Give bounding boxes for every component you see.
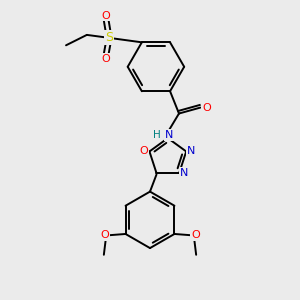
Text: O: O	[191, 230, 200, 240]
Text: O: O	[102, 54, 110, 64]
Text: N: N	[188, 146, 196, 157]
Text: O: O	[100, 230, 109, 240]
Text: N: N	[165, 130, 174, 140]
Text: O: O	[140, 146, 148, 157]
Text: N: N	[180, 168, 189, 178]
Text: H: H	[153, 130, 161, 140]
Text: O: O	[202, 103, 211, 112]
Text: S: S	[105, 32, 113, 44]
Text: O: O	[102, 11, 110, 21]
